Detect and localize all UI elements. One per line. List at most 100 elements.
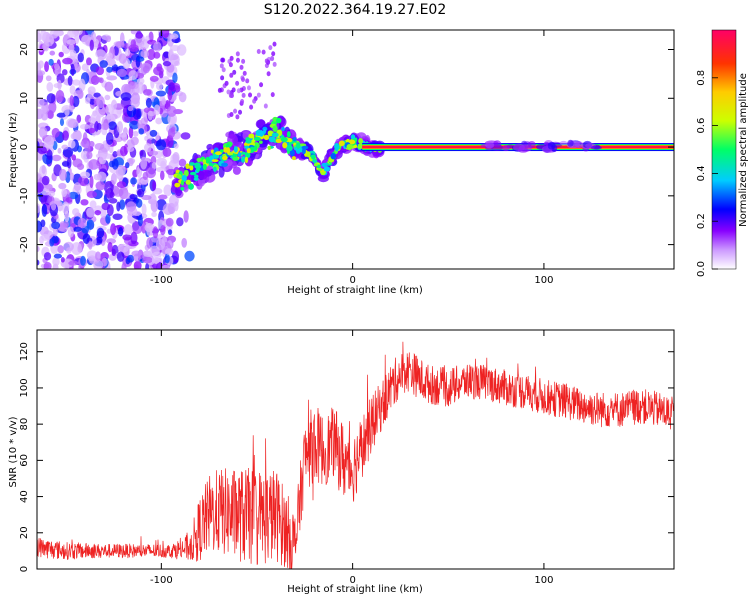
heatmap-noise-blob bbox=[164, 253, 170, 264]
heatmap-noise-blob bbox=[165, 217, 174, 227]
heatmap-noise-blob bbox=[125, 162, 130, 169]
heatmap-noise-blob bbox=[62, 146, 74, 158]
heatmap-scatter-core bbox=[174, 182, 181, 188]
heatmap-tail-blob bbox=[270, 56, 275, 62]
heatmap-noise-blob bbox=[107, 241, 113, 253]
heatmap-noise-blob bbox=[166, 135, 174, 148]
heatmap-noise-blob bbox=[100, 122, 110, 131]
snr-y-ticks: 0 20 40 60 80 100 120 bbox=[19, 342, 674, 572]
heatmap-tail-blob bbox=[235, 114, 240, 120]
heatmap-scatter-core bbox=[350, 134, 356, 140]
heatmap-noise-blob bbox=[79, 171, 91, 179]
heatmap-noise-blob bbox=[133, 253, 141, 262]
heatmap-noise-blob bbox=[88, 127, 96, 134]
heatmap-noise-blob bbox=[171, 250, 180, 264]
snr-y-tick-label: 60 bbox=[19, 454, 30, 467]
heatmap-noise-blob bbox=[41, 203, 48, 217]
heatmap-noise-blob bbox=[108, 197, 118, 204]
heatmap-scatter-core bbox=[241, 156, 245, 163]
heatmap-scatter-core bbox=[246, 147, 251, 154]
heatmap-scatter-core bbox=[208, 162, 213, 167]
heatmap-noise-blob bbox=[70, 133, 77, 140]
heatmap-noise-blob bbox=[84, 97, 91, 104]
heatmap-noise-blob bbox=[37, 245, 40, 253]
heatmap-scatter-core bbox=[272, 125, 278, 132]
heatmap-tail-blob bbox=[220, 57, 225, 63]
heatmap-noise-blob bbox=[67, 226, 75, 238]
heatmap-tail-blob bbox=[229, 55, 234, 61]
heatmap-noise-blob bbox=[77, 52, 84, 63]
heatmap-noise-blob bbox=[57, 79, 62, 91]
heatmap-scatter-core bbox=[185, 163, 190, 170]
spectrogram-x-ticks: -100 0 100 bbox=[150, 30, 553, 286]
heatmap-tail-blob bbox=[229, 111, 234, 117]
heatmap-noise-blob bbox=[130, 97, 140, 108]
heatmap-noise-blob bbox=[61, 201, 70, 215]
heatmap-noise-blob bbox=[121, 83, 131, 95]
heatmap-noise-blob bbox=[124, 48, 131, 57]
heatmap-scatter-core bbox=[291, 156, 296, 161]
heatmap-noise-blob bbox=[88, 240, 93, 250]
heatmap-scatter-core bbox=[221, 162, 228, 167]
heatmap-noise-blob bbox=[151, 161, 157, 170]
heatmap-noise-blob bbox=[118, 226, 124, 237]
snr-x-tick-label: -100 bbox=[150, 575, 173, 586]
heatmap-scatter-core bbox=[189, 162, 195, 166]
heatmap-scatter-core bbox=[232, 156, 239, 161]
heatmap-scatter-core bbox=[263, 134, 270, 141]
heatmap-noise-blob bbox=[119, 145, 128, 157]
heatmap-scatter-core bbox=[282, 142, 288, 149]
heatmap-noise-blob bbox=[40, 105, 47, 115]
heatmap-noise-blob bbox=[170, 53, 180, 66]
colorbar-ticks: 0.0 0.2 0.4 0.6 0.8 bbox=[696, 70, 718, 277]
snr-y-axis-label: SNR (10 * v/v) bbox=[8, 416, 19, 487]
heatmap-noise-blob bbox=[99, 60, 108, 68]
heatmap-noise-blob bbox=[89, 39, 94, 51]
heatmap-noise-blob bbox=[70, 63, 75, 77]
heatmap-scatter-core bbox=[176, 173, 182, 180]
heatmap-tail-blob bbox=[221, 67, 226, 73]
heatmap-noise-blob bbox=[132, 130, 139, 137]
heatmap-noise-blob bbox=[80, 199, 89, 206]
heatmap-noise-blob bbox=[106, 52, 113, 61]
heatmap-noise-blob bbox=[127, 105, 134, 112]
heatmap-scatter-core bbox=[276, 117, 282, 124]
heatmap-noise-blob bbox=[147, 49, 156, 61]
heatmap-noise-blob bbox=[161, 162, 167, 168]
heatmap-tail-blob bbox=[245, 78, 250, 84]
heatmap-scatter-core bbox=[275, 138, 283, 143]
heatmap-noise-blob bbox=[37, 30, 41, 35]
heatmap-noise-blob bbox=[37, 146, 48, 155]
heatmap-noise-blob bbox=[71, 242, 83, 256]
heatmap-noise-blob bbox=[136, 56, 145, 62]
spectrogram-y-tick-label: 0 bbox=[19, 144, 30, 150]
heatmap-scatter-core bbox=[213, 166, 217, 172]
heatmap-scatter-core bbox=[233, 145, 238, 153]
heatmap-noise-blob bbox=[41, 164, 46, 175]
heatmap-noise-blob bbox=[137, 214, 143, 227]
heatmap-noise-blob bbox=[73, 226, 82, 232]
heatmap-noise-blob bbox=[176, 44, 187, 56]
heatmap-noise-blob bbox=[80, 255, 86, 266]
snr-y-tick-label: 40 bbox=[19, 490, 30, 503]
heatmap-noise-blob bbox=[86, 219, 95, 230]
heatmap-noise-blob bbox=[78, 78, 86, 92]
heatmap-scatter-core bbox=[180, 186, 185, 191]
heatmap-noise-blob bbox=[62, 258, 74, 268]
snr-y-tick-label: 80 bbox=[19, 418, 30, 431]
heatmap-noise-blob bbox=[69, 50, 77, 58]
heatmap-tail-blob bbox=[263, 103, 268, 109]
heatmap-noise-blob bbox=[136, 198, 143, 208]
spectrogram-y-tick-label: -20 bbox=[19, 236, 30, 252]
heatmap-noise-blob bbox=[105, 187, 114, 199]
heatmap-noise-blob bbox=[161, 98, 167, 106]
heatmap-noise-blob bbox=[167, 89, 173, 101]
heatmap-scatter-core bbox=[194, 162, 201, 168]
heatmap-noise-blob bbox=[115, 167, 124, 180]
heatmap-noise-blob bbox=[77, 163, 85, 170]
heatmap-scatter-core bbox=[321, 162, 328, 167]
heatmap-noise-blob bbox=[87, 255, 97, 262]
heatmap-noise-blob bbox=[68, 260, 79, 266]
heatmap-noise-blob bbox=[76, 145, 83, 153]
heatmap-noise-blob bbox=[56, 112, 66, 118]
